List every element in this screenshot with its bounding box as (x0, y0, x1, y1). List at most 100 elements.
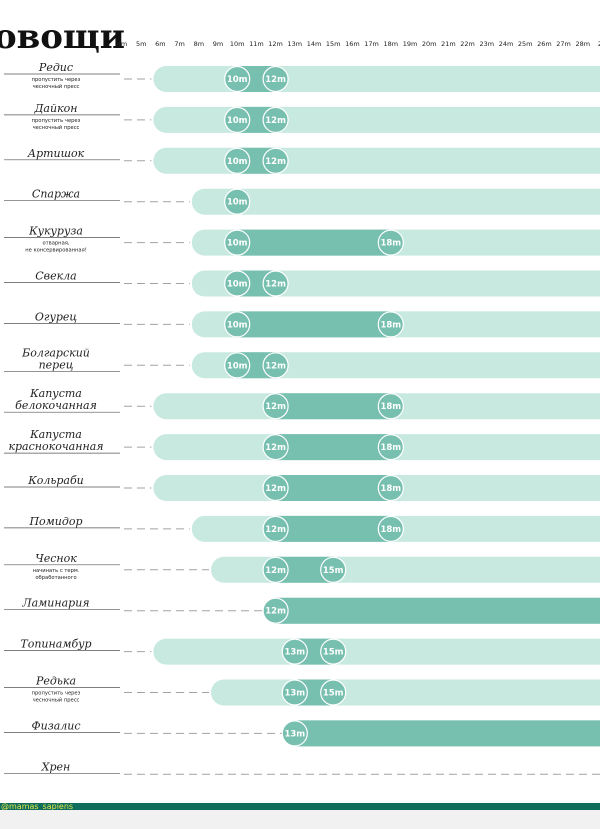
month-marker (281, 679, 308, 706)
x-tick: 23m (479, 40, 494, 48)
month-marker (224, 147, 251, 174)
month-marker-label: 15m (323, 648, 344, 658)
x-tick: 12m (268, 40, 283, 48)
month-marker (377, 434, 404, 461)
month-marker-label: 12m (265, 361, 286, 371)
timeline-row: Огурец 10m 18m (4, 310, 600, 338)
vegetable-name: Спаржа (32, 188, 80, 201)
month-marker (377, 229, 404, 256)
timeline-row: Кольраби 12m 18m (4, 474, 600, 502)
month-marker (281, 720, 308, 747)
month-marker-label: 10m (227, 157, 248, 167)
x-tick: 29 (598, 40, 600, 48)
vegetable-name: Кольраби (27, 474, 84, 487)
month-marker (262, 393, 289, 420)
chart-title: овощи (0, 17, 125, 57)
vegetable-name: Огурец (35, 310, 78, 323)
month-marker-label: 12m (265, 525, 286, 535)
timeline-row: Чеснок начинать с терм.обработанного 12m 15… (4, 552, 600, 583)
vegetable-name: Кукуруза (28, 225, 83, 238)
month-marker (224, 106, 251, 134)
x-axis-ticks: 4m 5m 6m 7m 8m 9m 10m 11m 12m 13m 14m 15m 16m 17m 18m 1… (117, 40, 600, 48)
x-tick: 13m (287, 40, 302, 48)
month-marker-label: 13m (284, 729, 305, 739)
x-tick: 8m (194, 40, 204, 48)
month-marker (262, 65, 289, 93)
x-tick: 19m (403, 40, 418, 48)
month-marker (224, 65, 251, 93)
x-tick: 17m (364, 40, 379, 48)
x-tick: 20m (422, 40, 437, 48)
month-marker (262, 597, 289, 624)
recommended-segment (263, 475, 404, 501)
timeline-row: Помидор 12m 18m (4, 515, 600, 543)
availability-bar (191, 352, 600, 379)
timeline-row: Артишок 10m 12m (4, 147, 600, 174)
timeline-row: Хрен (4, 760, 600, 775)
month-marker-label: 18m (380, 525, 401, 535)
timeline-row: Свекла 10m 12m (4, 270, 600, 297)
x-tick: 10m (230, 40, 245, 48)
vegetable-note: чесночный пресс (33, 697, 80, 704)
month-marker-label: 12m (265, 116, 286, 126)
month-marker-label: 18m (380, 443, 401, 453)
month-marker-label: 12m (265, 157, 286, 167)
credit-text: @mamas_sapiens (1, 802, 73, 811)
vegetable-name: Капуста (29, 428, 82, 441)
month-marker-label: 15m (323, 689, 344, 699)
vegetable-name: Капуста (29, 387, 82, 400)
month-marker-label: 12m (265, 566, 286, 576)
month-marker-label: 10m (227, 280, 248, 290)
recommended-segment (263, 515, 404, 542)
timeline-row: Топинамбур 13m 15m (4, 638, 600, 665)
vegetable-name: Топинамбур (20, 638, 91, 651)
vegetable-note: пропустить через (32, 691, 81, 697)
x-tick: 7m (174, 40, 184, 48)
vegetable-name: Хрен (41, 760, 71, 773)
vegetable-name: Ламинария (21, 597, 89, 610)
month-marker-label: 12m (265, 443, 286, 453)
x-tick: 24m (499, 40, 514, 48)
availability-bar (153, 66, 600, 92)
month-marker (224, 352, 251, 379)
vegetable-name: Редис (38, 61, 73, 74)
x-tick: 15m (326, 40, 341, 48)
recommended-segment (224, 229, 404, 256)
timeline-row: Кукуруза отварная,не консервированная! 10m… (4, 225, 600, 256)
month-marker-label: 10m (227, 320, 248, 330)
month-marker (377, 393, 404, 420)
vegetable-name: Физалис (31, 719, 80, 732)
availability-bar (191, 188, 600, 215)
x-tick: 27m (556, 40, 571, 48)
footer-bar (0, 803, 600, 810)
vegetable-note: пропустить через (32, 77, 81, 83)
vegetable-name: Артишок (27, 147, 85, 160)
vegetable-name: перец (39, 358, 74, 371)
month-marker (262, 147, 289, 174)
vegetable-note: чесночный пресс (33, 83, 80, 90)
month-marker-label: 15m (323, 566, 344, 576)
vegetable-name: Дайкон (33, 102, 77, 115)
availability-bar (191, 270, 600, 297)
x-tick: 9m (213, 40, 223, 48)
month-marker-label: 18m (380, 320, 401, 330)
month-marker (262, 270, 289, 297)
month-marker-label: 12m (265, 75, 286, 85)
x-tick: 4m (117, 40, 127, 48)
month-marker-label: 10m (227, 239, 248, 249)
month-marker-label: 18m (380, 484, 401, 494)
month-marker (262, 515, 289, 543)
vegetable-name: Редька (35, 675, 76, 688)
month-marker-label: 18m (380, 239, 401, 249)
month-marker-label: 12m (265, 607, 286, 617)
x-tick: 6m (155, 40, 165, 48)
recommended-segment (224, 311, 404, 338)
month-marker-label: 12m (265, 484, 286, 494)
month-marker-label: 12m (265, 280, 286, 290)
vegetable-name: белокочанная (15, 399, 97, 412)
